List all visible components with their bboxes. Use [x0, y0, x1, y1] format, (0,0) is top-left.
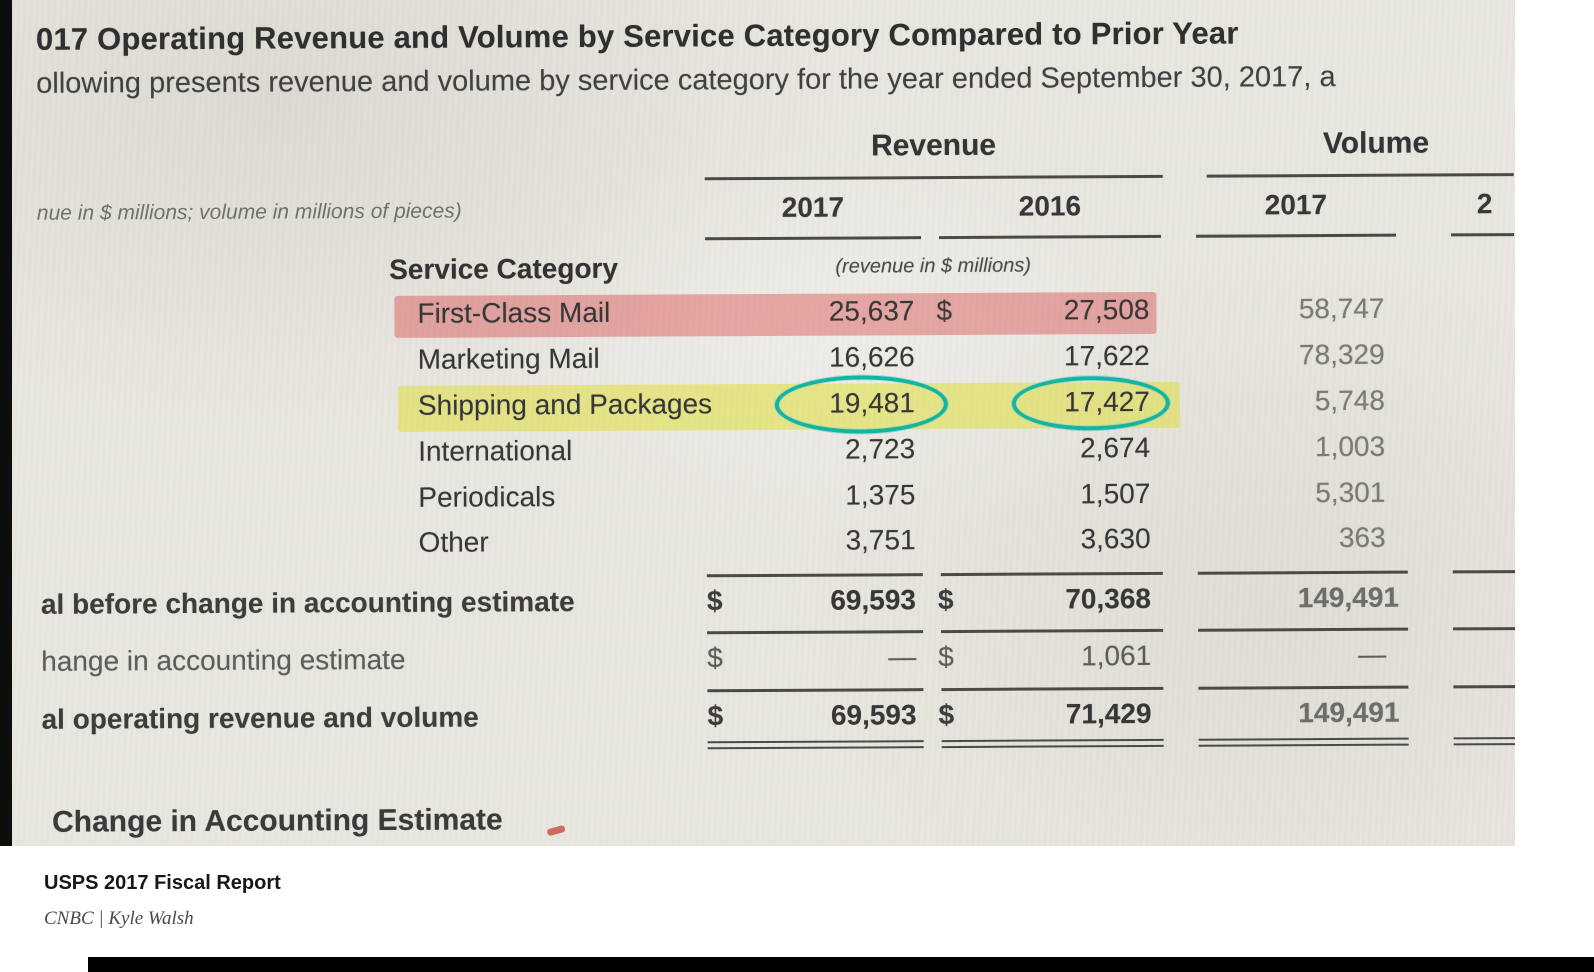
- table-rule: [941, 744, 1164, 749]
- row-label: Shipping and Packages: [417, 388, 713, 421]
- cell-revenue-2016: 3,630: [1080, 522, 1151, 555]
- cell-volume-2017: 1,003: [1314, 430, 1386, 463]
- row-label: Other: [418, 526, 489, 558]
- cell-revenue-2016: 71,429: [1065, 697, 1152, 730]
- year-header-volume-2016-partial: 2: [1476, 188, 1493, 220]
- table-rule: [940, 571, 1163, 577]
- image-caption-credit: CNBC | Kyle Walsh: [44, 908, 194, 929]
- cell-volume-2017: —: [1358, 638, 1387, 670]
- row-label: Marketing Mail: [417, 342, 600, 375]
- table-row-other: Other 3,751 3,630 363: [13, 521, 1515, 573]
- cell-volume-2017: 5,301: [1315, 476, 1386, 509]
- table-rule: [705, 236, 922, 241]
- table-rule: [941, 686, 1164, 692]
- scanned-report-image: 017 Operating Revenue and Volume by Serv…: [12, 0, 1515, 846]
- cell-revenue-2016: 2,674: [1079, 431, 1151, 464]
- row-label: al operating revenue and volume: [41, 701, 479, 735]
- cell-revenue-2016: 1,061: [1081, 639, 1152, 672]
- volume-group-header: Volume: [1322, 126, 1430, 161]
- year-header-revenue-2017: 2017: [781, 191, 845, 223]
- video-progress-bar[interactable]: [88, 957, 1594, 972]
- table-row-total-before-change: al before change in accounting estimate …: [13, 581, 1515, 633]
- cell-revenue-2017: 16,626: [828, 341, 915, 373]
- table-rule: [1451, 233, 1515, 237]
- table-row-first-class-mail: First-Class Mail 25,637 $ 27,508 58,747: [12, 292, 1515, 344]
- cell-volume-2017: 149,491: [1297, 581, 1400, 614]
- table-rule: [1452, 570, 1515, 574]
- cell-revenue-2016: 1,507: [1080, 477, 1151, 510]
- table-rule: [707, 630, 924, 635]
- row-label: International: [418, 435, 573, 467]
- cell-volume-2017: 363: [1338, 521, 1386, 553]
- table-rule: [1198, 627, 1409, 632]
- film-edge: [0, 0, 12, 846]
- row-label: First-Class Mail: [417, 296, 611, 329]
- year-header-revenue-2016: 2016: [1018, 190, 1082, 222]
- table-rule: [939, 234, 1162, 240]
- table-rule: [1198, 685, 1409, 690]
- table-rule: [1196, 233, 1397, 238]
- cell-revenue-2016: 70,368: [1065, 582, 1152, 615]
- row-label: al before change in accounting estimate: [40, 585, 575, 620]
- table-rule: [1453, 737, 1515, 740]
- cell-revenue-2017: 3,751: [845, 524, 916, 556]
- cell-revenue-2017: 2,723: [844, 433, 916, 465]
- cell-volume-2017: 5,748: [1314, 384, 1385, 417]
- section-footer-heading: Change in Accounting Estimate: [51, 803, 503, 839]
- table-rule: [1453, 743, 1515, 746]
- table-rule: [704, 174, 1163, 181]
- units-note: nue in $ millions; volume in millions of…: [36, 199, 462, 225]
- table-row-international: International 2,723 2,674 1,003: [12, 430, 1515, 482]
- report-subtitle: ollowing presents revenue and volume by …: [36, 61, 1336, 100]
- table-rule: [706, 573, 923, 578]
- table-row-change-in-accounting-estimate: hange in accounting estimate $ — $ 1,061…: [13, 638, 1515, 690]
- cell-revenue-2016: 17,622: [1063, 339, 1150, 372]
- year-header-volume-2017: 2017: [1264, 189, 1328, 221]
- scan-content: 017 Operating Revenue and Volume by Serv…: [12, 0, 1515, 846]
- cell-revenue-2017: 1,375: [845, 479, 916, 511]
- table-rule: [1197, 570, 1408, 575]
- revenue-group-header: Revenue: [870, 128, 997, 163]
- red-pen-mark: [546, 824, 566, 837]
- row-label: hange in accounting estimate: [41, 643, 406, 677]
- table-row-periodicals: Periodicals 1,375 1,507 5,301: [12, 476, 1515, 528]
- table-rule: [1453, 685, 1515, 689]
- report-title: 017 Operating Revenue and Volume by Serv…: [35, 15, 1239, 57]
- cell-revenue-2017: 69,593: [830, 584, 917, 616]
- table-row-marketing-mail: Marketing Mail 16,626 17,622 78,329: [12, 338, 1515, 390]
- row-label: Periodicals: [418, 481, 556, 513]
- image-caption-title: USPS 2017 Fiscal Report: [44, 872, 281, 894]
- cell-revenue-2017: 69,593: [830, 699, 917, 731]
- table-rule: [707, 746, 924, 750]
- service-category-header: Service Category: [389, 252, 619, 285]
- cell-revenue-2017: 25,637: [828, 295, 915, 327]
- cell-volume-2017: 78,329: [1298, 338, 1385, 371]
- cell-revenue-2017: —: [888, 641, 917, 673]
- table-row-shipping-and-packages: Shipping and Packages 19,481 17,427 5,74…: [12, 384, 1515, 436]
- table-rule: [1206, 173, 1514, 178]
- table-rule: [1453, 627, 1515, 631]
- table-rule: [707, 688, 924, 693]
- revenue-units-note: (revenue in $ millions): [835, 254, 1032, 278]
- cell-revenue-2016: 27,508: [1063, 293, 1150, 326]
- cell-volume-2017: 149,491: [1298, 696, 1400, 729]
- table-rule: [941, 628, 1164, 634]
- cell-volume-2017: 58,747: [1298, 292, 1385, 325]
- table-rule: [1198, 743, 1409, 747]
